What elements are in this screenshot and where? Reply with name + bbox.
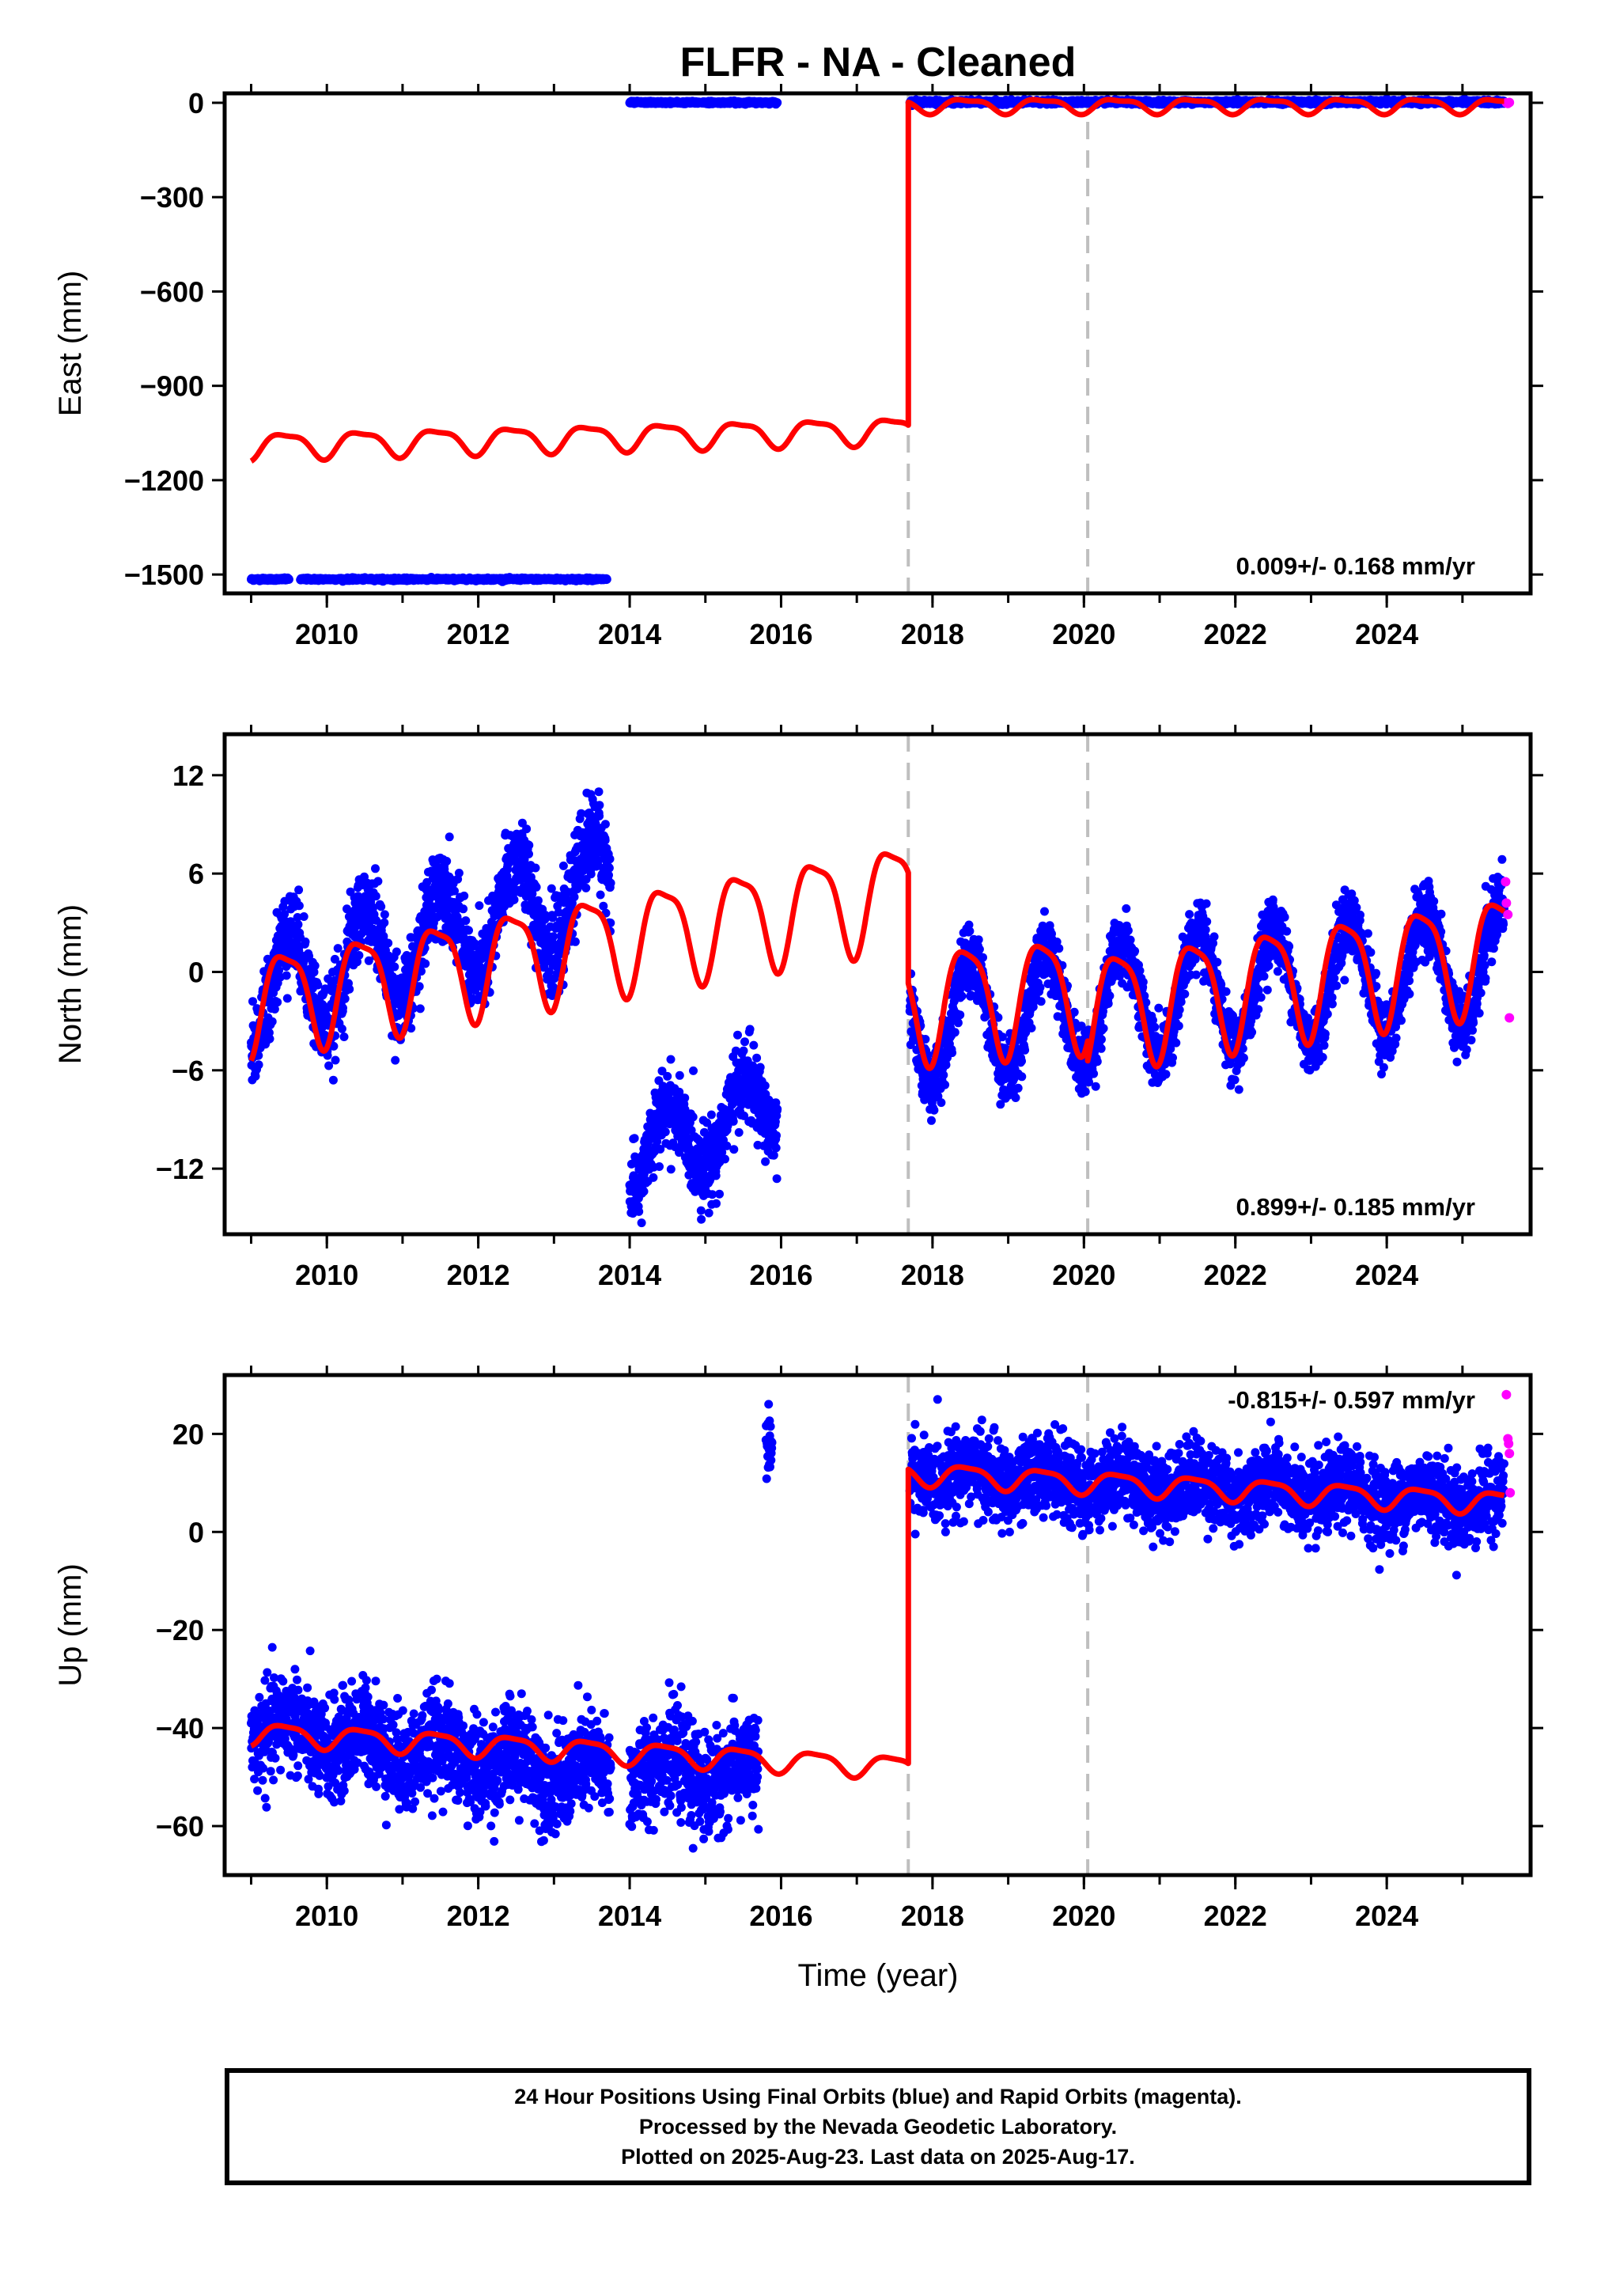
panel-frame bbox=[222, 91, 1533, 596]
final-orbit-point bbox=[602, 574, 611, 584]
x-tick-label: 2014 bbox=[598, 618, 661, 650]
panel-north: 2010 2012 2014 2016 2018 2020 2022 20241260−6−1… bbox=[53, 725, 1543, 1291]
x-tick-label: 2024 bbox=[1355, 618, 1418, 650]
x-tick-label: 2012 bbox=[447, 618, 510, 650]
model-fit-line bbox=[249, 97, 1506, 464]
x-tick-label: 2016 bbox=[749, 618, 812, 650]
y-tick-label: −1500 bbox=[124, 559, 204, 591]
rapid-orbit-point bbox=[1504, 97, 1515, 108]
rate-label: 0.009+/- 0.168 mm/yr bbox=[1236, 552, 1475, 580]
y-tick-label: −900 bbox=[140, 370, 204, 403]
page-title: FLFR - NA - Cleaned bbox=[680, 40, 1077, 85]
panels: 2010 2012 2014 2016 2018 2020 2022 2024 0 −300 −60… bbox=[53, 84, 1543, 1932]
x-tick-label: 2018 bbox=[901, 618, 964, 650]
final-orbit-point bbox=[273, 998, 282, 1007]
x-tick-label: 2022 bbox=[1204, 618, 1267, 650]
y-tick-label: −600 bbox=[140, 275, 204, 308]
final-orbit-point bbox=[282, 994, 292, 1003]
y-tick-label: −1200 bbox=[124, 464, 204, 497]
y-tick-label: 0 bbox=[188, 87, 204, 119]
final-orbit-point bbox=[254, 1060, 263, 1070]
final-orbit-point bbox=[284, 574, 293, 584]
final-orbit-point bbox=[267, 1017, 277, 1026]
final-orbit-point bbox=[265, 1034, 274, 1044]
final-orbit-point bbox=[282, 971, 291, 980]
y-tick-label: −300 bbox=[140, 181, 204, 214]
x-tick-label: 2020 bbox=[1052, 618, 1115, 650]
x-tick-label: 2010 bbox=[295, 618, 358, 650]
y-axis-label: East (mm) bbox=[53, 271, 88, 416]
final-orbit-point bbox=[773, 98, 782, 108]
observation-points bbox=[247, 94, 1515, 586]
panel-east: 2010 2012 2014 2016 2018 2020 2022 2024 0 −300 −60… bbox=[53, 84, 1543, 650]
